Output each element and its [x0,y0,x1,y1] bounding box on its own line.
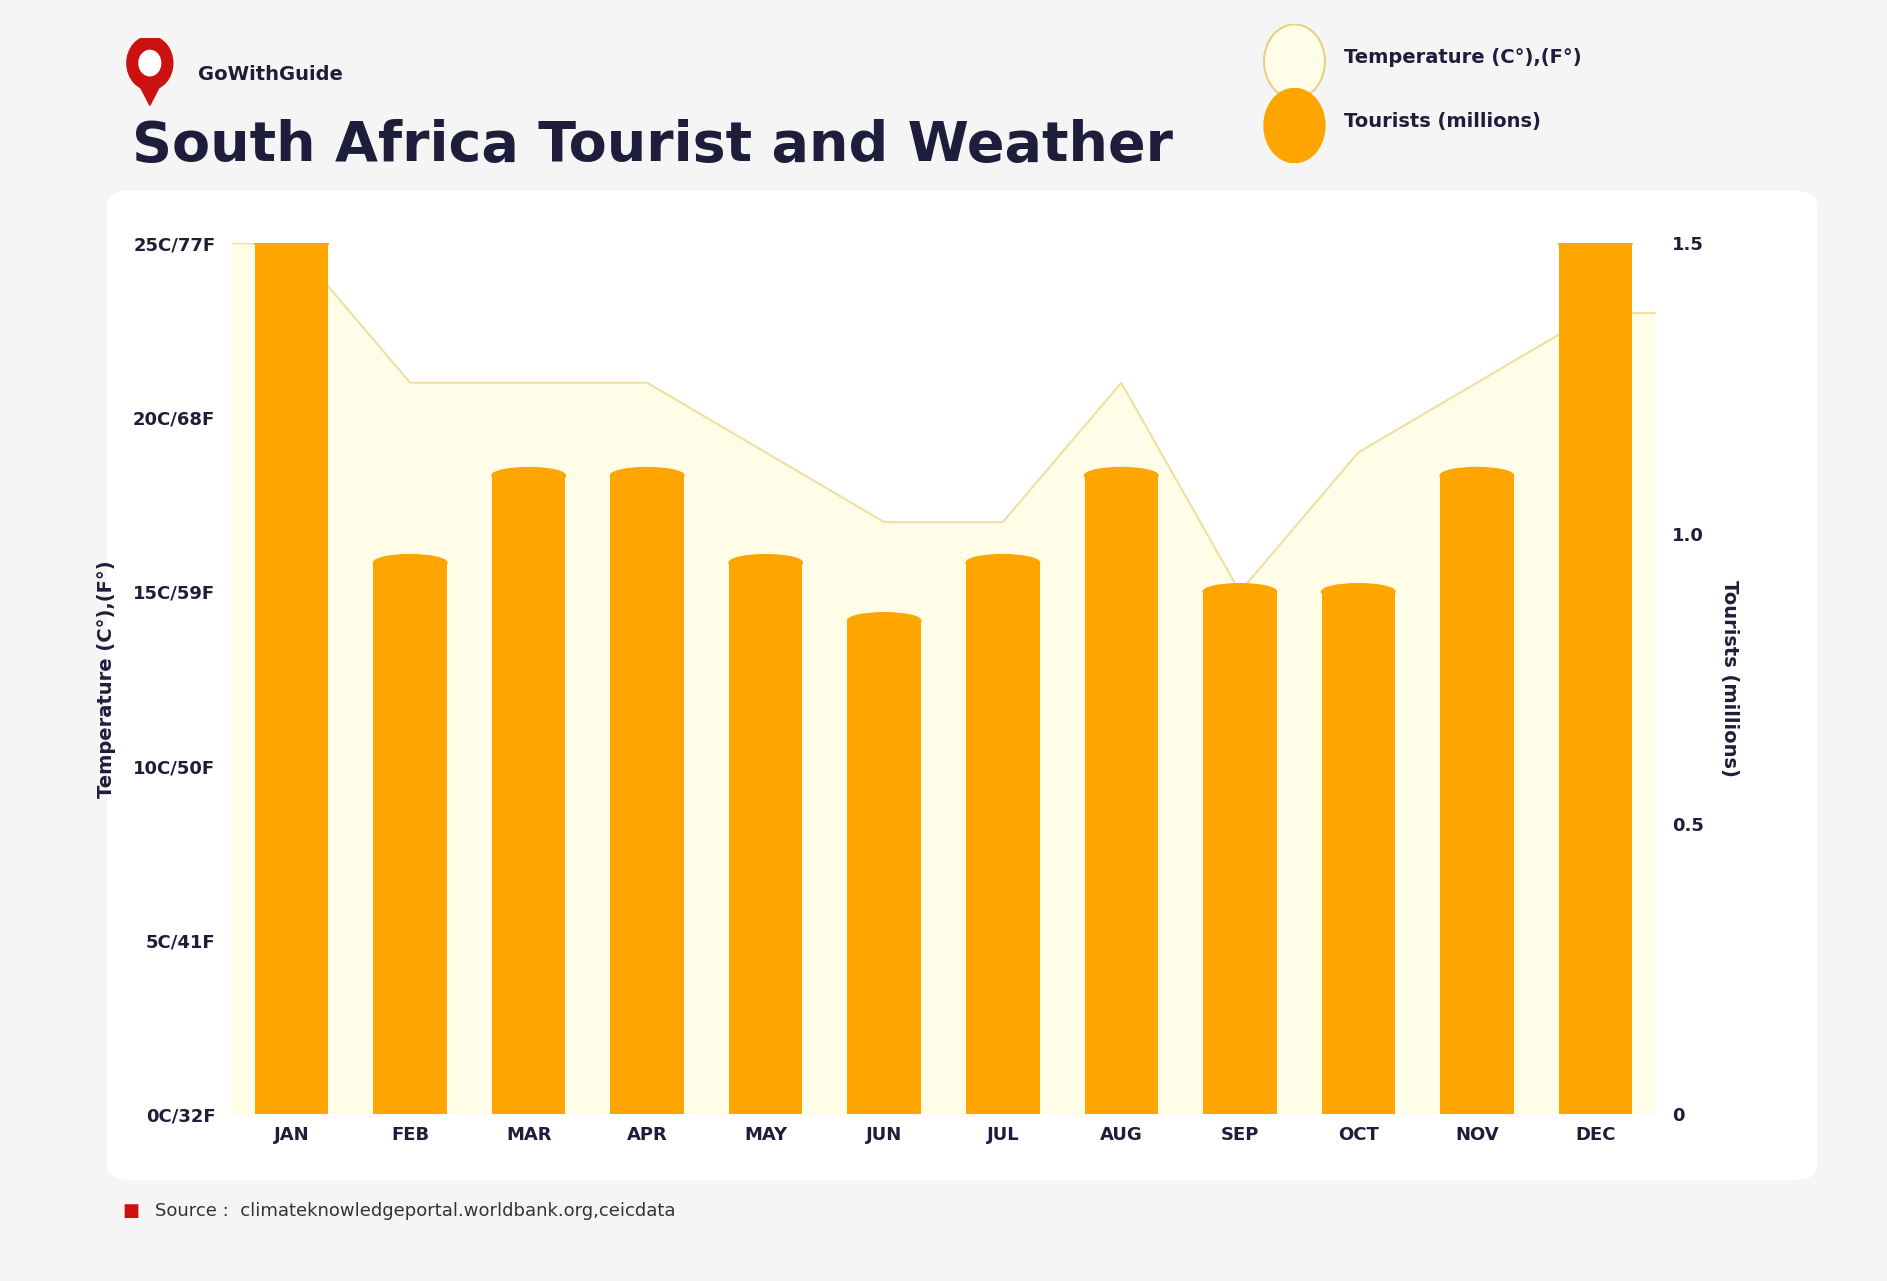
Ellipse shape [1264,88,1325,163]
Text: GoWithGuide: GoWithGuide [198,65,343,83]
Ellipse shape [1321,584,1394,600]
Bar [1204,592,1276,1114]
Ellipse shape [611,468,683,484]
Ellipse shape [1204,584,1276,600]
Ellipse shape [1085,468,1159,484]
Bar [1440,475,1513,1114]
Bar [493,475,566,1114]
Ellipse shape [1559,236,1632,251]
Text: Tourists (millions): Tourists (millions) [1344,113,1540,131]
Bar [611,475,683,1114]
Circle shape [140,50,160,76]
Polygon shape [232,243,1655,1114]
FancyBboxPatch shape [108,191,1817,1180]
Circle shape [126,36,174,90]
Ellipse shape [847,612,921,629]
Text: Temperature (C°),(F°): Temperature (C°),(F°) [1344,49,1581,67]
Bar [374,562,447,1114]
Bar [728,562,802,1114]
Y-axis label: Temperature (C°),(F°): Temperature (C°),(F°) [98,560,117,798]
Y-axis label: Tourists (millions): Tourists (millions) [1721,580,1740,778]
Ellipse shape [493,468,566,484]
Ellipse shape [1440,468,1513,484]
Ellipse shape [728,555,802,571]
Ellipse shape [255,236,328,251]
Bar [255,243,328,1114]
Text: Source :  climateknowledgeportal.worldbank.org,ceicdata: Source : climateknowledgeportal.worldban… [155,1202,676,1220]
Bar [966,562,1040,1114]
Polygon shape [132,70,168,105]
Bar [847,621,921,1114]
Text: ■: ■ [123,1202,140,1220]
Bar [1085,475,1159,1114]
Ellipse shape [374,555,447,571]
Ellipse shape [966,555,1040,571]
Bar [1321,592,1394,1114]
Bar [1559,243,1632,1114]
Text: South Africa Tourist and Weather: South Africa Tourist and Weather [132,119,1174,173]
Ellipse shape [1264,24,1325,99]
